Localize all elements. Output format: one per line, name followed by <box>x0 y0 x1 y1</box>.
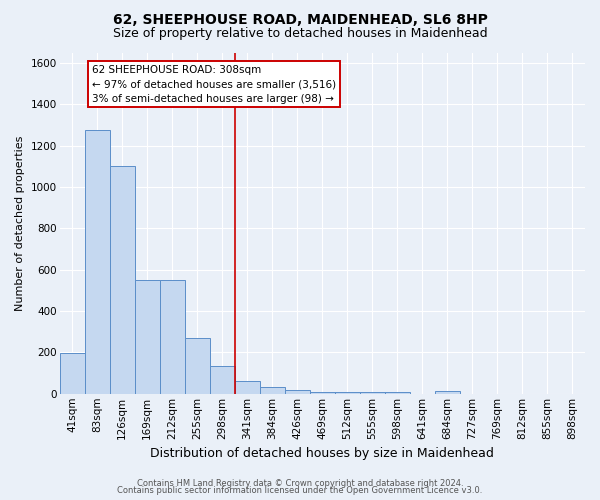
Text: 62 SHEEPHOUSE ROAD: 308sqm
← 97% of detached houses are smaller (3,516)
3% of se: 62 SHEEPHOUSE ROAD: 308sqm ← 97% of deta… <box>92 65 336 104</box>
Bar <box>59 354 85 394</box>
Bar <box>185 338 210 394</box>
Bar <box>210 366 235 394</box>
Bar <box>310 392 335 394</box>
Bar <box>160 280 185 394</box>
Text: Contains public sector information licensed under the Open Government Licence v3: Contains public sector information licen… <box>118 486 482 495</box>
Bar <box>110 166 134 394</box>
Bar <box>285 390 310 394</box>
Bar <box>134 280 160 394</box>
Bar <box>435 390 460 394</box>
Bar <box>260 387 285 394</box>
X-axis label: Distribution of detached houses by size in Maidenhead: Distribution of detached houses by size … <box>151 447 494 460</box>
Text: 62, SHEEPHOUSE ROAD, MAIDENHEAD, SL6 8HP: 62, SHEEPHOUSE ROAD, MAIDENHEAD, SL6 8HP <box>113 12 487 26</box>
Bar <box>385 392 410 394</box>
Bar <box>360 392 385 394</box>
Bar <box>335 392 360 394</box>
Bar <box>235 382 260 394</box>
Text: Size of property relative to detached houses in Maidenhead: Size of property relative to detached ho… <box>113 28 487 40</box>
Y-axis label: Number of detached properties: Number of detached properties <box>15 136 25 311</box>
Bar <box>85 130 110 394</box>
Text: Contains HM Land Registry data © Crown copyright and database right 2024.: Contains HM Land Registry data © Crown c… <box>137 478 463 488</box>
